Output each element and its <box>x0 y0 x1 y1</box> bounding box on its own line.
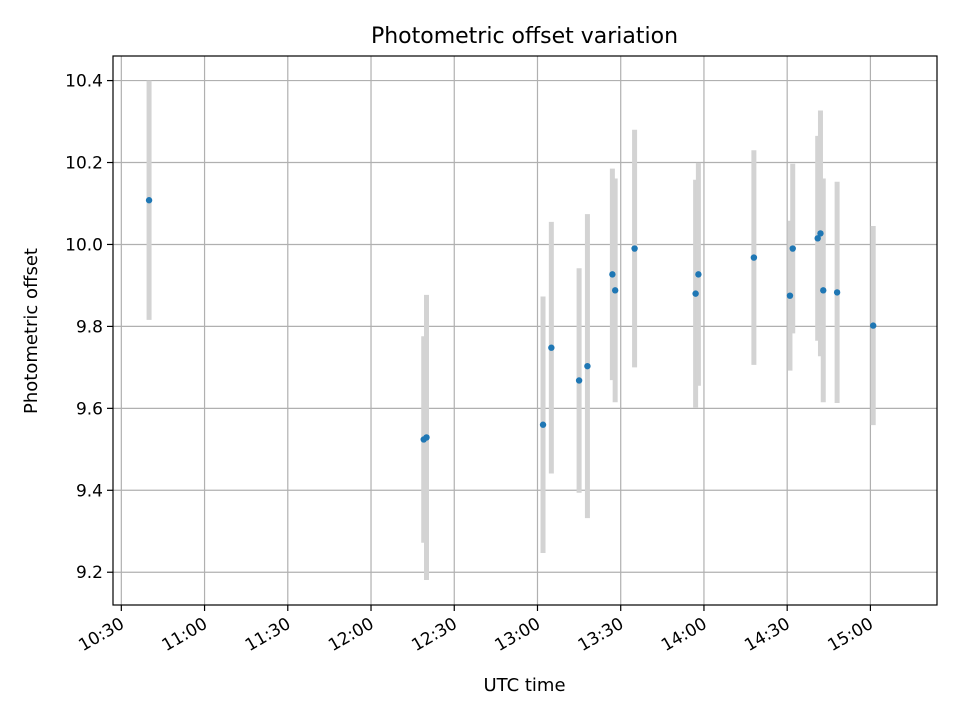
data-point <box>539 421 547 428</box>
y-tick-label: 9.6 <box>76 399 103 419</box>
y-tick-label: 9.8 <box>76 317 103 337</box>
data-point <box>820 287 827 294</box>
y-tick-label: 10.2 <box>65 154 103 174</box>
x-axis-label: UTC time <box>483 675 565 696</box>
y-tick-label: 10.4 <box>65 72 103 92</box>
grid <box>113 56 937 605</box>
y-tick-label: 9.4 <box>76 481 103 501</box>
data-point <box>575 377 583 384</box>
data-point <box>786 292 794 299</box>
y-tick-label: 10.0 <box>65 235 103 255</box>
data-point <box>584 362 591 370</box>
chart-title: Photometric offset variation <box>371 24 678 49</box>
data-point <box>692 290 699 297</box>
data-point <box>631 245 638 252</box>
data-point <box>611 287 619 294</box>
data-point <box>548 344 555 351</box>
data-point <box>833 289 841 296</box>
data-point <box>814 235 821 242</box>
data-point <box>817 230 824 237</box>
y-axis-ticks: 9.2 9.4 9.6 9.8 10.0 10.2 10.4 <box>65 72 113 583</box>
data-point <box>750 254 758 261</box>
data-point <box>609 271 616 278</box>
data-point <box>869 322 877 329</box>
y-axis-label: Photometric offset <box>21 248 42 414</box>
data-point <box>695 271 702 278</box>
y-tick-label: 9.2 <box>76 563 103 583</box>
data-point <box>789 245 796 252</box>
data-point <box>423 434 430 441</box>
data-points <box>145 197 877 443</box>
plot-area-frame <box>112 55 938 606</box>
data-point <box>145 197 153 204</box>
